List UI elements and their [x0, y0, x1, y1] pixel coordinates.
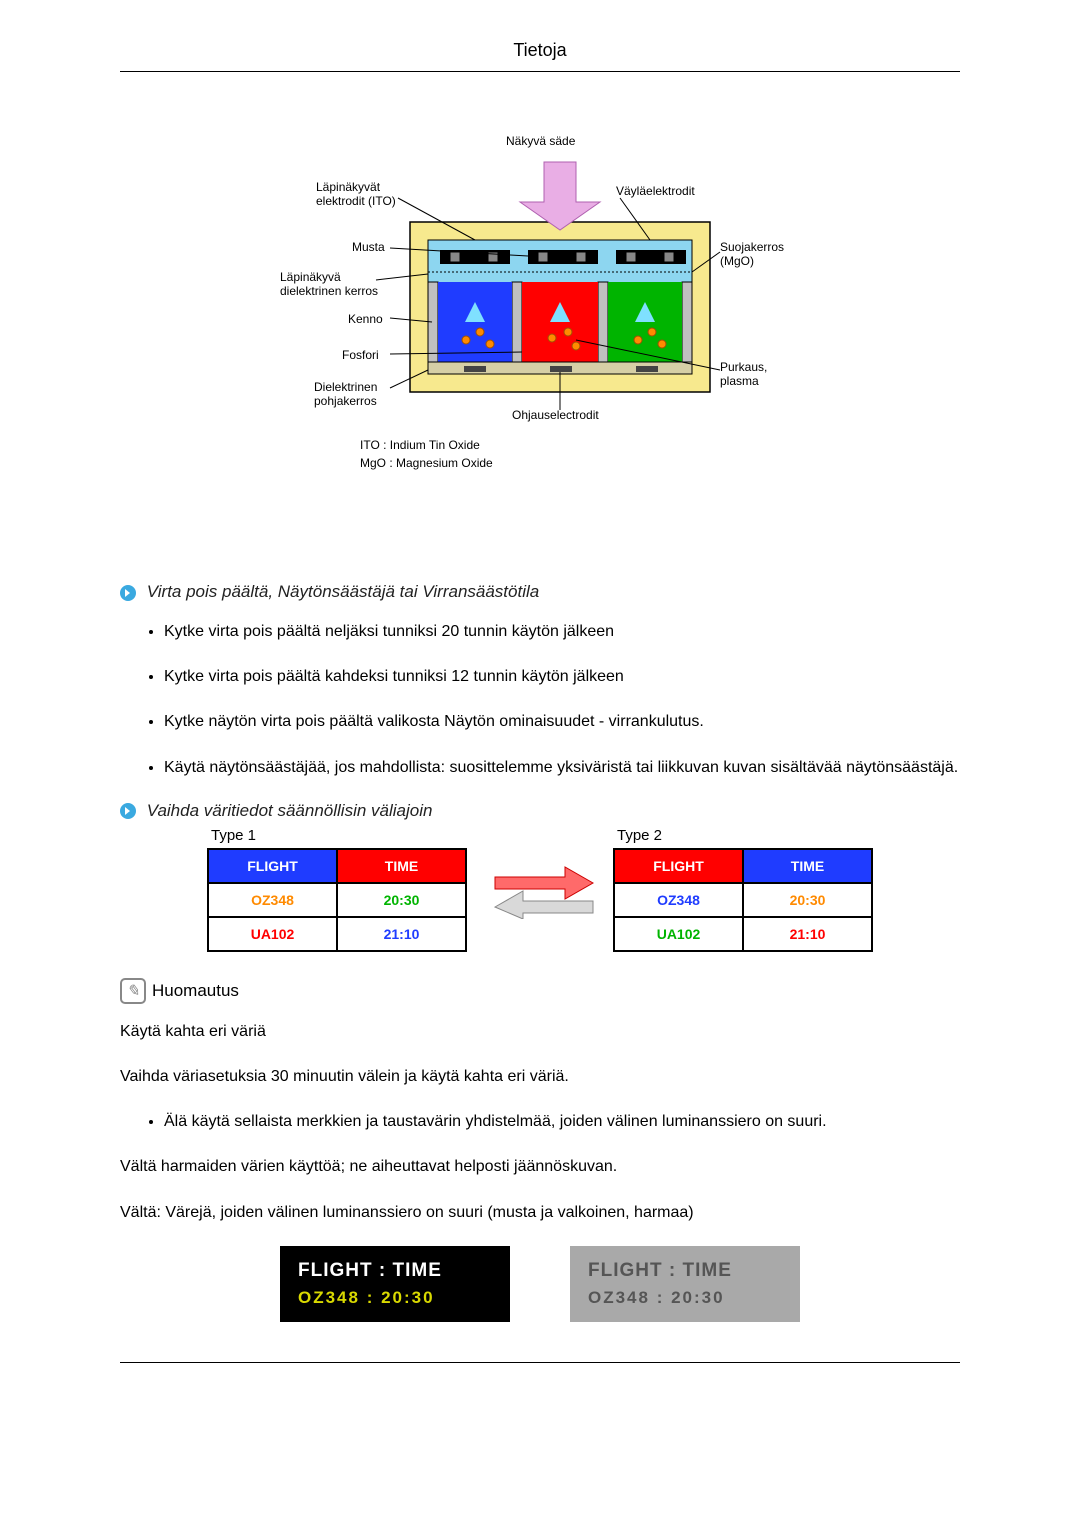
note-line3: Vältä harmaiden värien käyttöä; ne aiheu…	[120, 1155, 960, 1178]
label-bus: Väyläelektrodit	[616, 184, 695, 198]
list-item: Älä käytä sellaista merkkien ja taustavä…	[164, 1110, 960, 1133]
label-ito: Läpinäkyvät elektrodit (ITO)	[316, 180, 396, 209]
flight-table-2: FLIGHTTIMEOZ34820:30UA10221:10	[613, 848, 873, 952]
list-item: Kytke virta pois päältä kahdeksi tunniks…	[164, 665, 960, 688]
note-icon: ✎	[120, 978, 146, 1004]
avoid-box-1: FLIGHT : TIME OZ348 : 20:30	[280, 1246, 510, 1322]
swap-arrows-icon	[485, 859, 595, 919]
note-line4: Vältä: Värejä, joiden välinen luminanssi…	[120, 1201, 960, 1224]
label-diel-trans: Läpinäkyvä dielektrinen kerros	[280, 270, 378, 299]
label-mgo-note: MgO : Magnesium Oxide	[360, 456, 493, 470]
page-title: Tietoja	[120, 40, 960, 72]
label-protect: Suojakerros (MgO)	[720, 240, 784, 269]
label-address: Ohjauselectrodit	[512, 408, 599, 422]
avoid2-l2: OZ348 : 20:30	[588, 1288, 782, 1308]
section1-title: Virta pois päältä, Näytönsäästäjä tai Vi…	[120, 582, 960, 602]
type1-label: Type 1	[207, 827, 467, 844]
note-line1: Käytä kahta eri väriä	[120, 1020, 960, 1043]
label-black: Musta	[352, 240, 385, 254]
table-type2: Type 2 FLIGHTTIMEOZ34820:30UA10221:10	[613, 827, 873, 952]
section1-list: Kytke virta pois päältä neljäksi tunniks…	[120, 620, 960, 779]
footer-rule	[120, 1362, 960, 1363]
list-item: Kytke virta pois päältä neljäksi tunniks…	[164, 620, 960, 643]
section2-title-text: Vaihda väritiedot säännöllisin väliajoin	[147, 801, 433, 820]
avoid2-l1: FLIGHT : TIME	[588, 1260, 782, 1282]
color-tables: Type 1 FLIGHTTIMEOZ34820:30UA10221:10 Ty…	[120, 827, 960, 952]
list-item: Kytke näytön virta pois päältä valikosta…	[164, 710, 960, 733]
label-phosphor: Fosfori	[342, 348, 379, 362]
avoid-examples: FLIGHT : TIME OZ348 : 20:30 FLIGHT : TIM…	[120, 1246, 960, 1322]
avoid1-l2: OZ348 : 20:30	[298, 1288, 492, 1308]
note-heading: ✎ Huomautus	[120, 978, 960, 1004]
list-item: Käytä näytönsäästäjää, jos mahdollista: …	[164, 756, 960, 779]
note-list: Älä käytä sellaista merkkien ja taustavä…	[120, 1110, 960, 1133]
arrow-icon	[120, 585, 136, 601]
type2-label: Type 2	[613, 827, 873, 844]
page: Tietoja	[0, 40, 1080, 1363]
label-visible: Näkyvä säde	[506, 134, 575, 148]
flight-table-1: FLIGHTTIMEOZ34820:30UA10221:10	[207, 848, 467, 952]
avoid1-l1: FLIGHT : TIME	[298, 1260, 492, 1282]
arrow-icon	[120, 803, 136, 819]
table-type1: Type 1 FLIGHTTIMEOZ34820:30UA10221:10	[207, 827, 467, 952]
label-diel-base: Dielektrinen pohjakerros	[314, 380, 377, 409]
label-discharge: Purkaus, plasma	[720, 360, 767, 389]
avoid-box-2: FLIGHT : TIME OZ348 : 20:30	[570, 1246, 800, 1322]
note-line2: Vaihda väriasetuksia 30 minuutin välein …	[120, 1065, 960, 1088]
note-label: Huomautus	[152, 981, 239, 1001]
plasma-diagram: Näkyvä säde Läpinäkyvät elektrodit (ITO)…	[280, 122, 800, 522]
label-ito-note: ITO : Indium Tin Oxide	[360, 438, 480, 452]
label-cell: Kenno	[348, 312, 383, 326]
section2-title: Vaihda väritiedot säännöllisin väliajoin	[120, 801, 960, 821]
section1-title-text: Virta pois päältä, Näytönsäästäjä tai Vi…	[147, 582, 540, 601]
